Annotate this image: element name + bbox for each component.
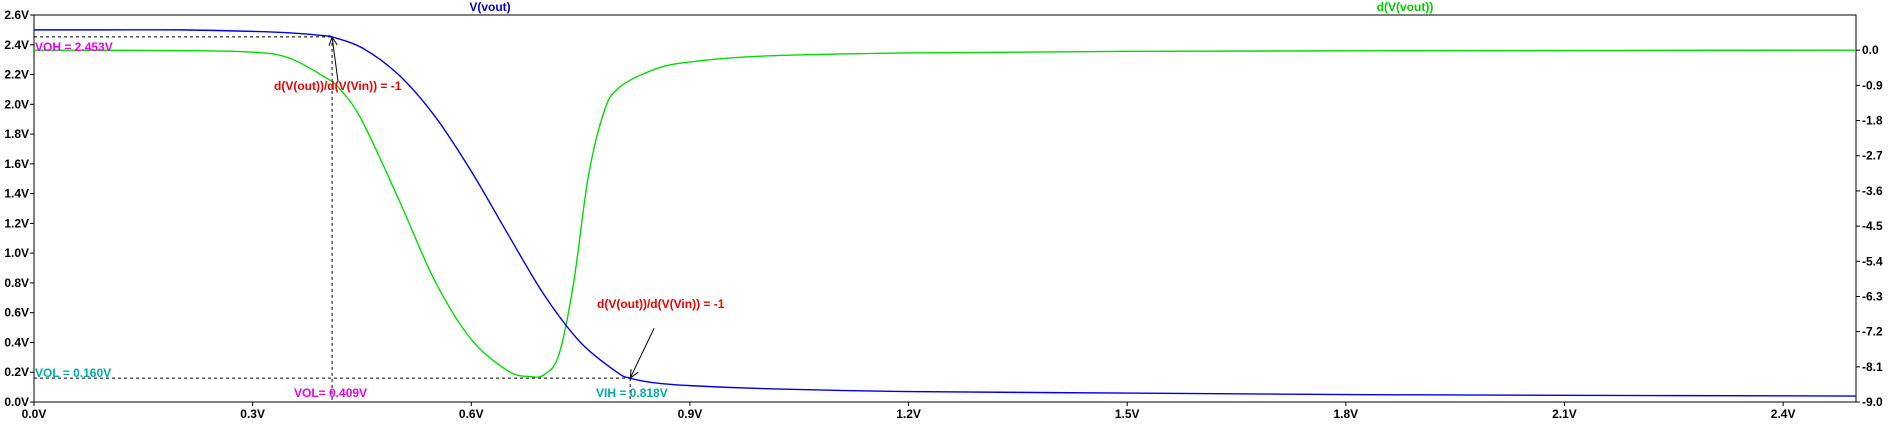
y-right-tick-label: -4.5 <box>1862 219 1883 233</box>
y-left-tick-label: 0.0V <box>4 395 29 409</box>
slope-arrow-1 <box>331 36 339 82</box>
y-left-tick-label: 0.6V <box>4 306 29 320</box>
plot-frame <box>33 14 1857 403</box>
x-tick-label: 0.0V <box>22 407 47 421</box>
right-y-axis: 0.0 -0.9 -1.8 -2.7 -3.6 -4.5 -5.4 -6.3 -7.2 -8.1 -… <box>1856 43 1883 409</box>
y-right-tick-label: -0.9 <box>1862 78 1883 92</box>
vol-label: VOL = 0.160V <box>35 366 111 380</box>
slope-arrow-2 <box>629 327 655 379</box>
y-left-tick-label: 0.4V <box>4 335 29 349</box>
left-axis-title: V(vout) <box>469 0 510 14</box>
y-right-tick-label: -5.4 <box>1862 254 1883 268</box>
y-right-tick-label: -9.0 <box>1862 395 1883 409</box>
y-left-tick-label: 1.2V <box>4 216 29 230</box>
x-axis: 0.0V 0.3V 0.6V 0.9V 1.2V 1.5V 1.8V 2.1V 2.4V <box>22 402 1796 421</box>
voh-label: VOH = 2.453V <box>35 40 113 54</box>
y-left-tick-label: 2.2V <box>4 68 29 82</box>
vil-label: VOL= 0.409V <box>294 386 367 400</box>
x-tick-label: 1.8V <box>1333 407 1358 421</box>
markers <box>34 35 655 402</box>
x-tick-label: 1.5V <box>1115 407 1140 421</box>
y-right-tick-label: -1.8 <box>1862 114 1883 128</box>
y-left-tick-label: 0.2V <box>4 365 29 379</box>
slope-label-1: d(V(out))/d(V(Vin)) = -1 <box>274 79 402 93</box>
y-right-tick-label: -3.6 <box>1862 184 1883 198</box>
left-y-axis: 0.0V 0.2V 0.4V 0.6V 0.8V 1.0V 1.2V 1.4V 1.6V 1.8V… <box>4 8 34 409</box>
series-vout-line <box>33 29 1857 397</box>
y-left-tick-label: 1.4V <box>4 187 29 201</box>
slope-label-2: d(V(out))/d(V(Vin)) = -1 <box>597 297 725 311</box>
right-axis-title: d(V(vout)) <box>1377 0 1434 14</box>
y-left-tick-label: 2.0V <box>4 97 29 111</box>
series-derivative-line <box>33 49 1857 378</box>
vih-label: VIH = 0.818V <box>596 386 668 400</box>
y-left-tick-label: 0.8V <box>4 276 29 290</box>
y-right-tick-label: -7.2 <box>1862 325 1883 339</box>
x-tick-label: 0.3V <box>240 407 265 421</box>
y-left-tick-label: 1.6V <box>4 157 29 171</box>
x-tick-label: 0.9V <box>678 407 703 421</box>
y-left-tick-label: 2.6V <box>4 8 29 22</box>
y-left-tick-label: 1.0V <box>4 246 29 260</box>
x-tick-label: 0.6V <box>459 407 484 421</box>
y-right-tick-label: -6.3 <box>1862 289 1883 303</box>
y-right-tick-label: -2.7 <box>1862 149 1883 163</box>
y-left-tick-label: 1.8V <box>4 127 29 141</box>
x-tick-label: 1.2V <box>896 407 921 421</box>
y-right-tick-label: 0.0 <box>1862 43 1879 57</box>
y-left-tick-label: 2.4V <box>4 38 29 52</box>
x-tick-label: 2.4V <box>1771 407 1796 421</box>
x-tick-label: 2.1V <box>1552 407 1577 421</box>
y-right-tick-label: -8.1 <box>1862 360 1883 374</box>
